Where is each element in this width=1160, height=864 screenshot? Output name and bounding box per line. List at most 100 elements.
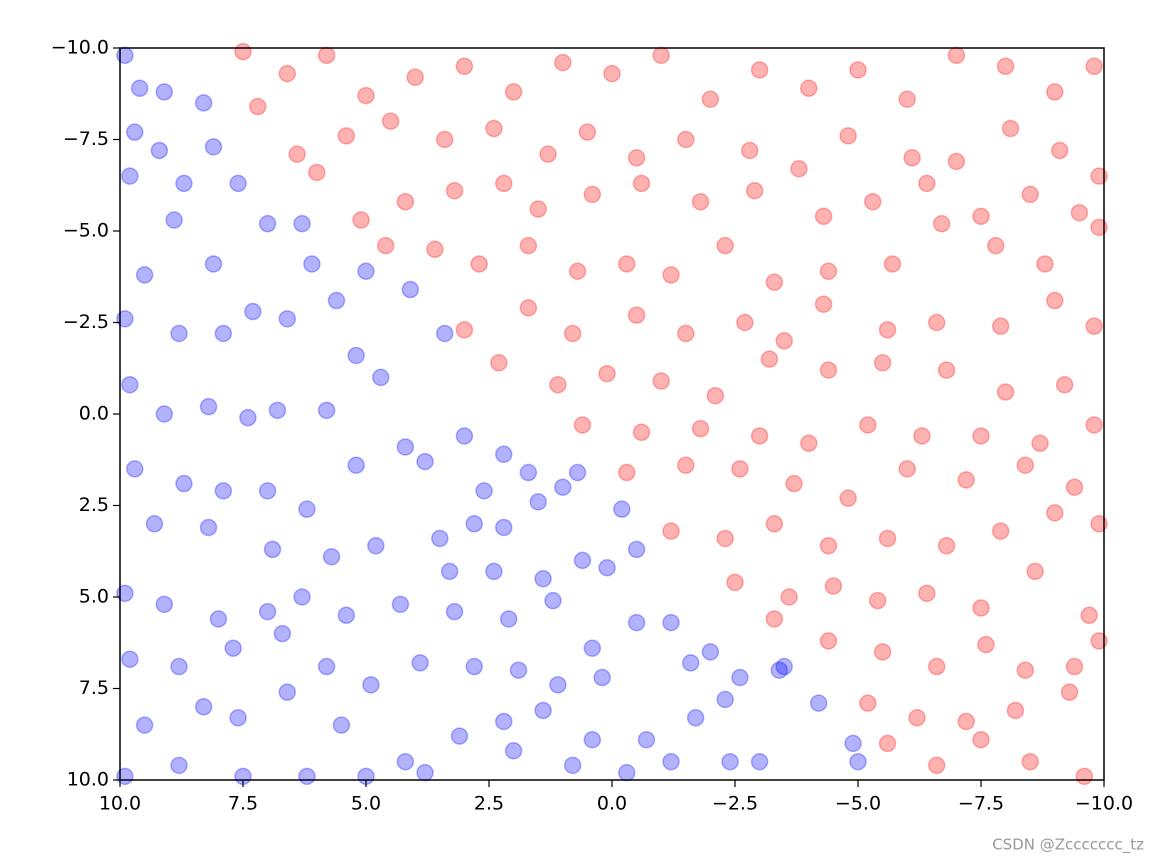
point bbox=[677, 130, 695, 149]
y-tick-label: 10.0 bbox=[67, 769, 109, 791]
point bbox=[298, 767, 316, 786]
point bbox=[637, 730, 656, 749]
point bbox=[499, 610, 518, 628]
point bbox=[303, 255, 321, 273]
point bbox=[263, 540, 282, 559]
point bbox=[1070, 203, 1089, 222]
point bbox=[844, 734, 862, 753]
x-tick-label: 10.0 bbox=[99, 793, 141, 815]
point bbox=[750, 752, 769, 771]
point bbox=[849, 752, 867, 771]
point bbox=[273, 624, 292, 643]
point bbox=[396, 752, 415, 771]
point bbox=[563, 756, 582, 775]
point bbox=[416, 763, 434, 782]
point bbox=[632, 174, 651, 193]
point bbox=[814, 207, 833, 226]
point bbox=[765, 515, 784, 533]
point bbox=[878, 734, 897, 753]
point bbox=[337, 127, 356, 145]
point bbox=[135, 266, 154, 284]
point bbox=[765, 273, 784, 291]
point bbox=[691, 192, 710, 211]
point bbox=[268, 401, 287, 420]
point bbox=[873, 643, 892, 661]
point bbox=[618, 255, 636, 273]
point bbox=[175, 474, 193, 493]
point bbox=[509, 661, 528, 679]
x-tick-label: −10.0 bbox=[1075, 793, 1133, 815]
point bbox=[278, 683, 297, 701]
point bbox=[868, 591, 887, 610]
point bbox=[455, 321, 474, 339]
point bbox=[573, 551, 592, 570]
point bbox=[972, 599, 990, 617]
point bbox=[1075, 767, 1094, 786]
point bbox=[121, 650, 139, 668]
point bbox=[258, 602, 277, 621]
point bbox=[204, 255, 223, 273]
point bbox=[775, 332, 793, 350]
point bbox=[1046, 504, 1064, 522]
point bbox=[485, 562, 503, 581]
point bbox=[1050, 141, 1069, 160]
point bbox=[927, 657, 946, 676]
point bbox=[224, 639, 242, 657]
point bbox=[352, 211, 370, 229]
point bbox=[258, 482, 277, 500]
point bbox=[293, 588, 311, 606]
point bbox=[996, 383, 1015, 401]
y-tick-label: 2.5 bbox=[79, 494, 109, 516]
point bbox=[362, 676, 380, 694]
point bbox=[126, 123, 144, 141]
x-tick-label: −5.0 bbox=[835, 793, 881, 815]
point bbox=[249, 97, 267, 116]
point bbox=[431, 529, 449, 548]
point bbox=[529, 200, 547, 218]
point bbox=[593, 668, 611, 687]
point bbox=[1006, 701, 1025, 720]
point bbox=[194, 94, 213, 112]
point bbox=[1021, 752, 1039, 771]
point bbox=[554, 478, 572, 496]
point bbox=[568, 463, 587, 482]
point bbox=[1085, 317, 1103, 335]
point bbox=[760, 350, 779, 368]
point bbox=[332, 716, 351, 734]
point bbox=[396, 192, 415, 211]
point bbox=[839, 489, 857, 507]
point bbox=[534, 701, 552, 720]
point bbox=[627, 540, 646, 559]
point bbox=[426, 240, 444, 259]
point bbox=[1046, 291, 1064, 310]
point bbox=[681, 654, 700, 672]
point bbox=[1055, 375, 1074, 394]
point bbox=[209, 610, 228, 628]
point bbox=[1090, 218, 1108, 237]
point bbox=[450, 727, 469, 745]
point bbox=[819, 262, 838, 281]
point bbox=[288, 145, 306, 163]
point bbox=[317, 401, 336, 420]
point bbox=[1090, 632, 1108, 650]
x-tick-label: 0.0 bbox=[597, 793, 627, 815]
point bbox=[445, 181, 464, 200]
point bbox=[632, 423, 651, 442]
point bbox=[519, 463, 538, 482]
point bbox=[278, 64, 297, 83]
point bbox=[662, 522, 680, 540]
point bbox=[819, 632, 838, 650]
y-tick-label: −5.0 bbox=[63, 220, 109, 242]
point bbox=[677, 324, 695, 343]
point bbox=[327, 291, 346, 310]
point bbox=[627, 613, 646, 632]
point bbox=[972, 730, 990, 749]
point bbox=[121, 167, 139, 185]
point bbox=[814, 295, 833, 313]
point bbox=[175, 174, 193, 193]
x-tick-label: 7.5 bbox=[228, 793, 258, 815]
point bbox=[145, 515, 164, 533]
point bbox=[1021, 185, 1039, 204]
